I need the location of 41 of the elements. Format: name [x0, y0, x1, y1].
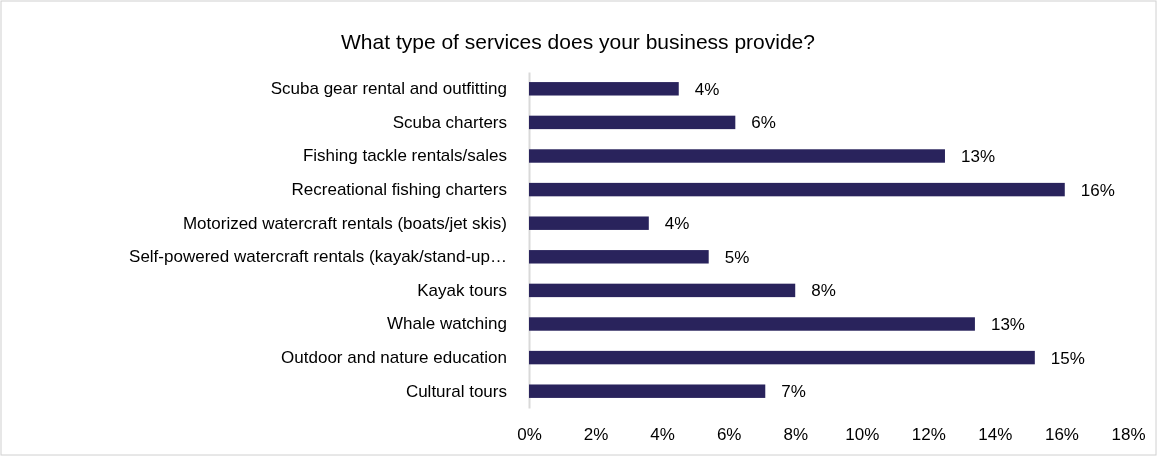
data-label: 13%	[990, 314, 1025, 334]
x-tick-label: 6%	[716, 425, 742, 445]
data-label: 8%	[811, 281, 836, 301]
data-label: 4%	[664, 214, 690, 234]
bar	[529, 216, 649, 230]
x-tick-label: 0%	[517, 425, 542, 445]
y-tick-label: Self-powered watercraft rentals (kayak/stand-up…	[129, 247, 507, 267]
bar	[529, 149, 945, 163]
x-tick-label: 12%	[911, 425, 946, 445]
y-tick-label: Recreational fishing charters	[291, 180, 507, 200]
bar	[529, 250, 709, 264]
y-tick-label: Fishing tackle rentals/sales	[302, 146, 507, 166]
bar	[529, 317, 975, 331]
x-tick-label: 14%	[978, 425, 1013, 445]
x-tick-label: 2%	[583, 425, 609, 445]
y-tick-label: Scuba gear rental and outfitting	[270, 79, 507, 99]
y-tick-label: Whale watching	[386, 314, 507, 334]
data-label: 13%	[960, 146, 995, 166]
y-tick-label: Outdoor and nature education	[281, 348, 507, 368]
chart-title: What type of services does your business provide?	[341, 30, 815, 53]
data-label: 7%	[781, 382, 806, 402]
data-label: 4%	[694, 79, 720, 99]
data-label: 6%	[751, 113, 776, 133]
y-tick-label: Cultural tours	[405, 381, 507, 401]
bar	[529, 115, 736, 130]
x-tick-label: 10%	[845, 425, 880, 445]
bar	[529, 82, 679, 96]
y-tick-label: Motorized watercraft rentals (boats/jet skis)	[182, 213, 507, 233]
x-tick-label: 16%	[1044, 425, 1079, 445]
x-tick-label: 18%	[1111, 425, 1146, 445]
bar	[529, 350, 1035, 365]
y-tick-label: Scuba charters	[392, 112, 507, 132]
data-label: 15%	[1050, 348, 1085, 368]
data-label: 16%	[1080, 180, 1115, 200]
data-label: 5%	[724, 247, 750, 267]
x-tick-label: 4%	[650, 425, 675, 445]
bar	[529, 182, 1065, 197]
y-tick-label: Kayak tours	[417, 280, 507, 300]
bar	[529, 384, 766, 398]
x-tick-label: 8%	[783, 425, 809, 445]
bar	[529, 283, 796, 298]
